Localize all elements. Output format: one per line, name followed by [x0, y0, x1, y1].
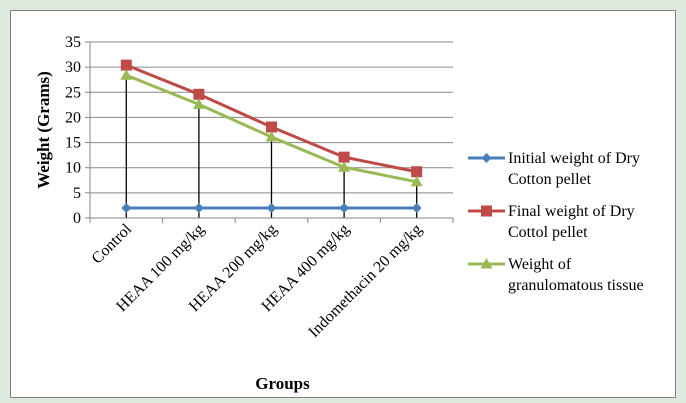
series-2-point: [120, 59, 132, 71]
legend-label-1: Initial weight of Dry: [508, 150, 640, 167]
legend-label-2: Cottol pellet: [508, 224, 588, 241]
series-1-point: [193, 202, 204, 213]
legend-marker-1: [481, 153, 492, 163]
legend-label-3: granulomatous tissue: [508, 277, 644, 294]
series-2-point: [338, 151, 350, 163]
legend-marker-3: [480, 258, 493, 269]
chart-frame: 0 5 10 15 20 25 30 35 Control HEAA 100 mg/kg HEAA …: [10, 10, 676, 398]
series-3-point: [410, 175, 423, 187]
legend-label-2: Final weight of Dry: [508, 203, 635, 220]
y-axis-title: Weight (Grams): [34, 71, 53, 189]
y-tick-label: 10: [65, 160, 81, 177]
legend-label-3: Weight of: [508, 256, 572, 273]
legend-label-1: Cotton pellet: [508, 171, 592, 188]
y-tick-label: 5: [73, 185, 81, 202]
series-2-point: [193, 88, 205, 100]
y-tick-label: 30: [65, 59, 81, 76]
series-3-point: [120, 69, 133, 80]
y-tick-label: 0: [73, 210, 81, 227]
legend-marker-2: [481, 205, 492, 217]
y-tick-label: 20: [65, 109, 81, 126]
series-3-point: [265, 131, 278, 142]
x-axis-title: Groups: [255, 374, 310, 393]
series-1-point: [121, 202, 132, 213]
series-3-point: [192, 98, 205, 109]
series-3-point: [338, 161, 351, 172]
series-2-point: [411, 166, 423, 178]
y-tick-label: 25: [65, 84, 81, 101]
x-tick-label: Control: [89, 220, 136, 267]
series-2-point: [266, 121, 277, 133]
series-1-point: [266, 202, 277, 213]
y-tick-label: 15: [65, 135, 81, 152]
series-1-point: [411, 202, 422, 213]
y-tick-label: 35: [65, 34, 81, 51]
series-1-point: [339, 202, 350, 213]
